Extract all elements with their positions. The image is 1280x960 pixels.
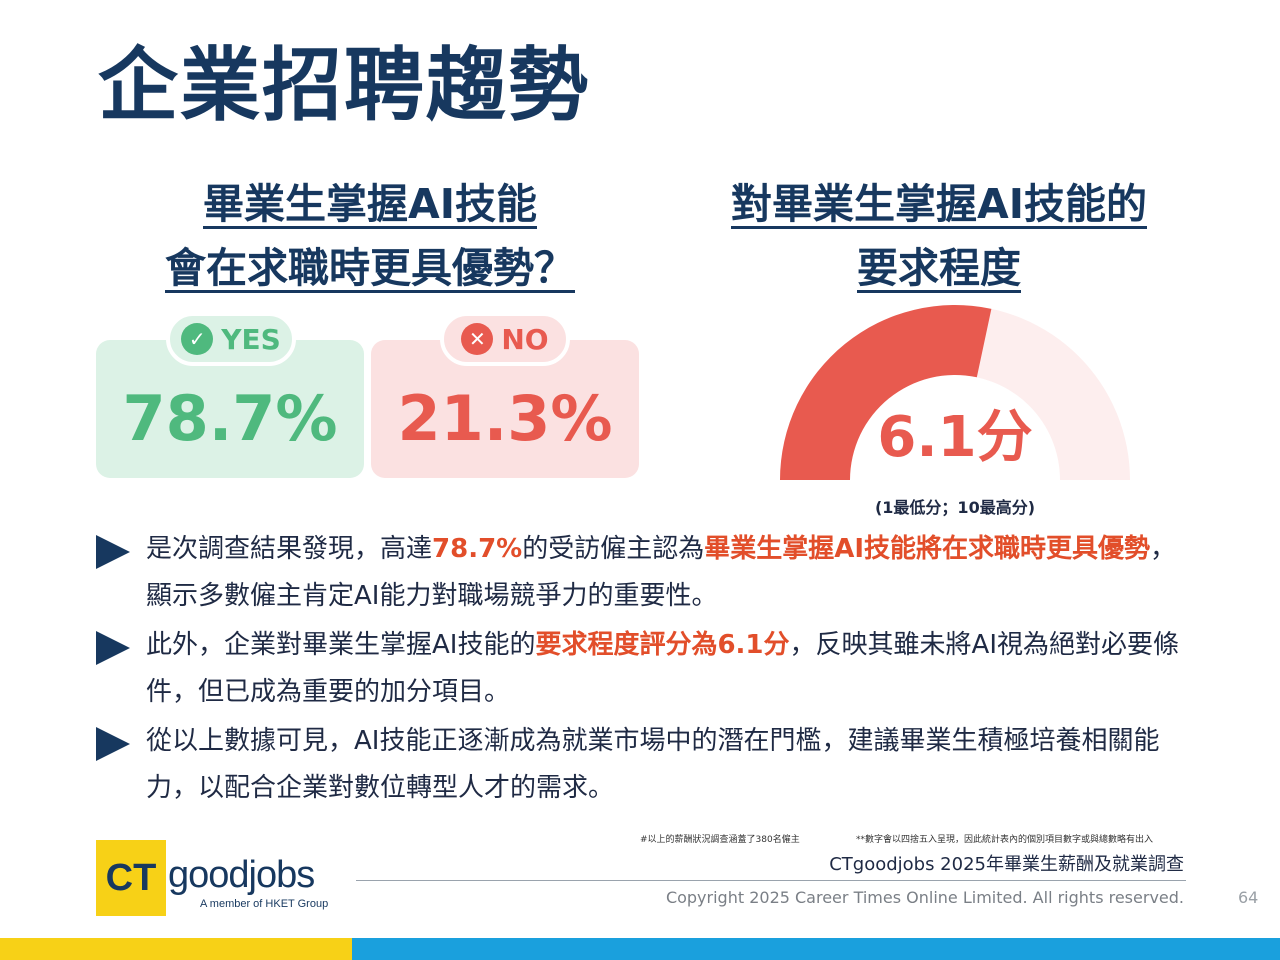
gauge-scale-note: (1最低分；10最高分) [874, 498, 1036, 517]
no-category-label: NO [501, 322, 549, 356]
left-question-line1: 畢業生掌握AI技能 [203, 180, 537, 228]
page-number: 64 [1238, 888, 1259, 907]
score-gauge [780, 305, 1130, 480]
page-title: 企業招聘趨勢 [98, 39, 590, 132]
footer-divider [356, 880, 1186, 881]
arrow-right-icon [96, 631, 130, 665]
right-question: 對畢業生掌握AI技能的 要求程度 [680, 172, 1198, 300]
left-question: 畢業生掌握AI技能 會在求職時更具優勢？ [100, 172, 640, 300]
ctgoodjobs-logo: CT goodjobs A member of HKET Group [96, 840, 346, 918]
footnote-rounding: **數字會以四捨五入呈現，因此統計表內的個別項目數字或與總數略有出入 [856, 835, 1154, 845]
footer-bar-blue [352, 938, 1280, 960]
x-circle-icon: ✕ [461, 323, 494, 355]
copyright: Copyright 2025 Career Times Online Limit… [665, 888, 1184, 907]
survey-name: CTgoodjobs 2025年畢業生薪酬及就業調查 [829, 854, 1184, 875]
left-question-line2: 會在求職時更具優勢？ [165, 244, 575, 292]
gauge-fill [780, 305, 992, 480]
check-circle-icon: ✓ [181, 323, 214, 355]
no-card: 21.3% [371, 340, 639, 478]
finding-2: 此外，企業對畢業生掌握AI技能的要求程度評分為6.1分，反映其雖未將AI視為絕對… [96, 622, 1196, 716]
findings-list: 是次調查結果發現，高達78.7%的受訪僱主認為畢業生掌握AI技能將在求職時更具優… [96, 526, 1196, 814]
footer-bar-yellow [0, 938, 352, 960]
logo-tagline: A member of HKET Group [200, 898, 329, 910]
yes-value-label: 78.7% [122, 382, 338, 455]
finding-1: 是次調查結果發現，高達78.7%的受訪僱主認為畢業生掌握AI技能將在求職時更具優… [96, 526, 1196, 620]
finding-3: 從以上數據可見，AI技能正逐漸成為就業市場中的潛在門檻，建議畢業生積極培養相關能… [96, 718, 1196, 812]
no-badge: ✕ NO [440, 312, 570, 366]
right-question-line1: 對畢業生掌握AI技能的 [731, 180, 1147, 228]
no-value-label: 21.3% [397, 382, 613, 455]
logo-wordmark: goodjobs [168, 854, 315, 896]
yes-badge: ✓ YES [166, 312, 296, 366]
right-question-line2: 要求程度 [857, 244, 1021, 292]
yes-category-label: YES [221, 322, 281, 356]
arrow-right-icon [96, 535, 130, 569]
footnote-sample: #以上的薪酬狀況調查涵蓋了380名僱主 [640, 835, 800, 845]
logo-ct-mark: CT [96, 840, 166, 916]
gauge-score-label: 6.1分 [877, 405, 1033, 470]
arrow-right-icon [96, 727, 130, 761]
